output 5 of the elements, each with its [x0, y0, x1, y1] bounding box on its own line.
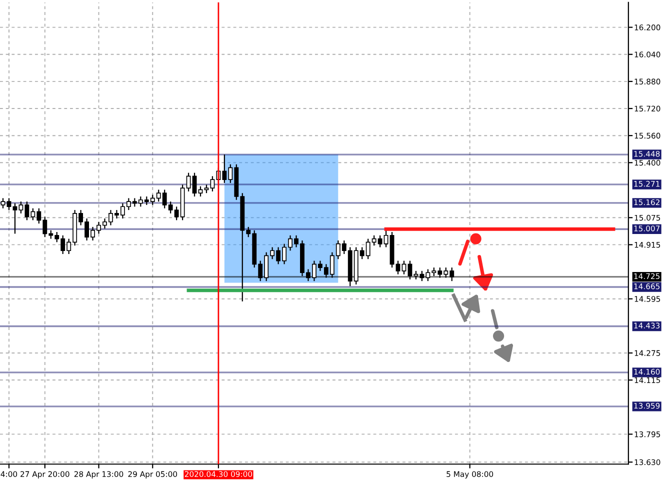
candlestick [0, 198, 6, 209]
candlestick [396, 260, 400, 275]
candlestick [192, 172, 197, 198]
candlestick [402, 260, 406, 275]
candlestick [6, 198, 12, 211]
